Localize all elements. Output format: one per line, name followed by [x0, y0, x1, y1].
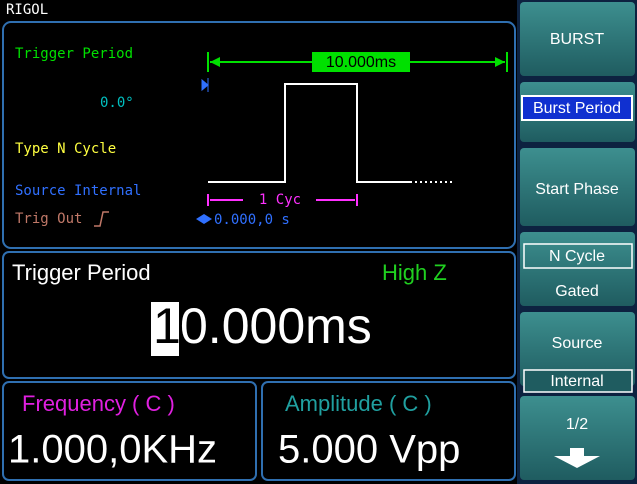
frequency-label: Frequency ( C ) [22, 391, 175, 416]
selected-fill [523, 97, 631, 119]
amplitude-frame [261, 381, 516, 481]
waveform [208, 83, 412, 183]
cycle-count: 1 Cyc [259, 192, 301, 208]
burst-type: Type N Cycle [15, 141, 116, 157]
trig-out: Trig Out [15, 211, 82, 227]
burst-panel-frame [2, 21, 516, 249]
period-value: 10.000ms [326, 54, 396, 71]
menu-option[interactable]: Gated [555, 283, 599, 300]
source: Source Internal [15, 183, 141, 199]
brand: RIGOL [6, 2, 48, 18]
value-box [523, 369, 633, 393]
menu-title: BURST [550, 31, 604, 48]
menu-item[interactable]: Source [552, 335, 603, 352]
menu-button[interactable] [520, 148, 635, 226]
menu-button[interactable] [520, 312, 635, 386]
frequency: 1.000,0KHz [8, 428, 217, 472]
menu-value[interactable]: Internal [550, 373, 603, 390]
menu-button[interactable] [520, 232, 635, 306]
load: High Z [382, 260, 447, 285]
option-box [523, 243, 633, 269]
next-arrow [554, 448, 600, 468]
amplitude-label: Amplitude ( C ) [285, 391, 432, 416]
delay: 0.000,0 s [214, 212, 290, 228]
menu-option[interactable]: N Cycle [549, 248, 605, 265]
value-cursor-digit: 1 [153, 298, 181, 354]
menu-item[interactable]: Burst Period [533, 100, 621, 117]
phase-marker [201, 78, 209, 92]
amplitude: 5.000 Vpp [278, 428, 460, 472]
edit-panel-frame [2, 251, 516, 379]
menu-button[interactable] [520, 396, 635, 480]
trig-edge-icon [94, 211, 109, 227]
frequency-frame [2, 381, 257, 481]
menu-title-bg [520, 2, 635, 76]
value-rest: 0.000ms [180, 298, 372, 354]
phase: 0.0° [100, 95, 134, 111]
cursor [151, 302, 179, 356]
period-label-bg [312, 52, 410, 72]
delay-marker [196, 214, 212, 224]
edit-label: Trigger Period [12, 260, 151, 285]
trigger-period-label: Trigger Period [15, 46, 133, 62]
menu-item[interactable]: Start Phase [535, 181, 619, 198]
cycle-marker [207, 194, 358, 206]
page-indicator[interactable]: 1/2 [566, 416, 588, 433]
